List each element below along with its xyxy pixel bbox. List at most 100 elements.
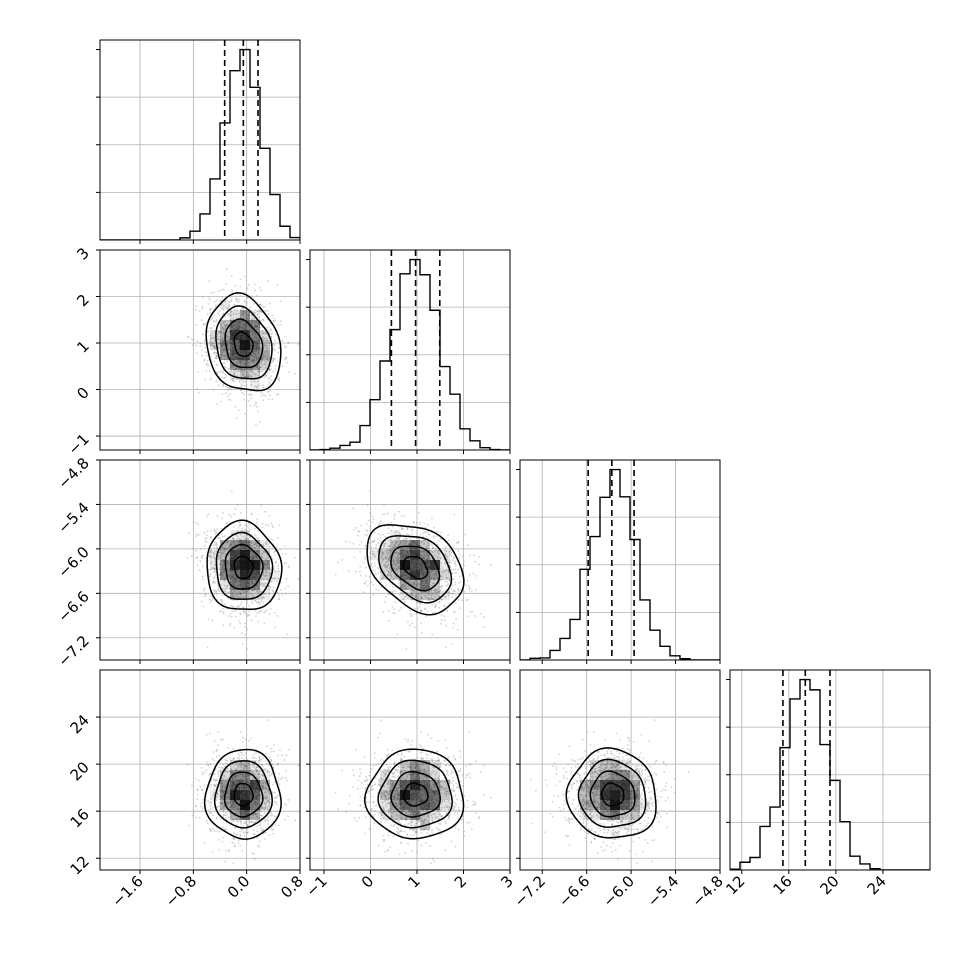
sample-point <box>254 760 257 763</box>
sample-point <box>268 798 271 801</box>
sample-point <box>443 605 446 607</box>
sample-point <box>277 567 280 570</box>
sample-point <box>222 814 225 817</box>
sample-point <box>401 598 404 601</box>
sample-point <box>435 574 438 577</box>
sample-point <box>386 560 389 563</box>
sample-point <box>236 548 239 551</box>
density-cell <box>250 380 260 390</box>
sample-point <box>269 585 272 588</box>
density-cell <box>440 550 450 560</box>
sample-point <box>457 588 459 591</box>
sample-point <box>436 530 439 533</box>
sample-point <box>235 774 237 777</box>
sample-point <box>407 596 409 599</box>
sample-point <box>285 357 288 360</box>
sample-point <box>384 513 387 516</box>
sample-point <box>230 589 233 592</box>
sample-point <box>239 593 242 596</box>
sample-point <box>227 367 230 370</box>
sample-point <box>268 834 271 837</box>
sample-point <box>212 342 215 345</box>
sample-point <box>207 342 210 345</box>
sample-point <box>238 801 241 803</box>
sample-point <box>223 535 226 537</box>
sample-point <box>419 603 422 606</box>
sample-point <box>225 591 228 593</box>
sample-point <box>385 557 388 559</box>
sample-point <box>201 565 204 568</box>
sample-point <box>388 556 391 559</box>
sample-point <box>226 792 228 795</box>
sample-point <box>216 372 219 374</box>
sample-point <box>383 564 385 566</box>
sample-point <box>243 872 245 874</box>
sample-point <box>235 590 238 593</box>
sample-point <box>265 559 267 561</box>
sample-point <box>272 577 275 580</box>
sample-point <box>413 582 416 585</box>
sample-point <box>227 804 230 806</box>
sample-point <box>232 838 235 840</box>
sample-point <box>219 578 222 581</box>
sample-point <box>455 594 457 597</box>
sample-point <box>260 358 263 361</box>
density-cell <box>240 340 250 350</box>
sample-point <box>213 589 216 592</box>
sample-point <box>230 771 233 774</box>
sample-point <box>210 800 212 803</box>
sample-point <box>448 577 451 580</box>
sample-point <box>261 765 264 768</box>
sample-point <box>452 611 455 614</box>
sample-point <box>257 588 260 591</box>
sample-point <box>263 563 266 565</box>
sample-point <box>228 338 231 341</box>
sample-point <box>390 590 393 593</box>
sample-point <box>274 791 276 794</box>
sample-point <box>270 580 273 583</box>
sample-point <box>421 557 424 560</box>
sample-point <box>275 393 278 396</box>
sample-point <box>403 600 406 603</box>
sample-point <box>223 305 225 308</box>
sample-point <box>447 534 450 537</box>
sample-point <box>368 545 370 548</box>
sample-point <box>369 557 372 559</box>
sample-point <box>233 513 235 516</box>
sample-point <box>256 313 259 316</box>
density-cell <box>220 340 230 350</box>
sample-point <box>240 601 243 604</box>
sample-point <box>220 549 222 552</box>
sample-point <box>265 356 268 359</box>
sample-point <box>242 359 245 362</box>
contour-line <box>233 331 254 357</box>
sample-point <box>250 393 253 396</box>
sample-point <box>241 313 244 316</box>
sample-point <box>245 775 248 778</box>
sample-point <box>248 393 251 396</box>
sample-point <box>227 796 230 798</box>
sample-point <box>217 744 220 747</box>
sample-point <box>250 375 253 377</box>
sample-point <box>397 552 400 555</box>
sample-point <box>417 597 420 600</box>
sample-point <box>448 602 451 605</box>
sample-point <box>285 776 287 779</box>
sample-point <box>223 567 226 570</box>
sample-point <box>244 773 247 776</box>
sample-point <box>237 367 240 370</box>
sample-point <box>426 557 429 560</box>
sample-point <box>430 589 433 592</box>
sample-point <box>380 586 383 588</box>
sample-point <box>230 771 232 774</box>
sample-point <box>235 767 238 770</box>
sample-point <box>452 578 455 581</box>
sample-point <box>222 312 225 315</box>
sample-point <box>390 570 393 573</box>
density-cell <box>420 580 430 590</box>
sample-point <box>240 383 243 385</box>
sample-point <box>397 560 400 563</box>
sample-point <box>401 548 403 551</box>
sample-point <box>274 549 276 552</box>
sample-point <box>263 351 266 354</box>
